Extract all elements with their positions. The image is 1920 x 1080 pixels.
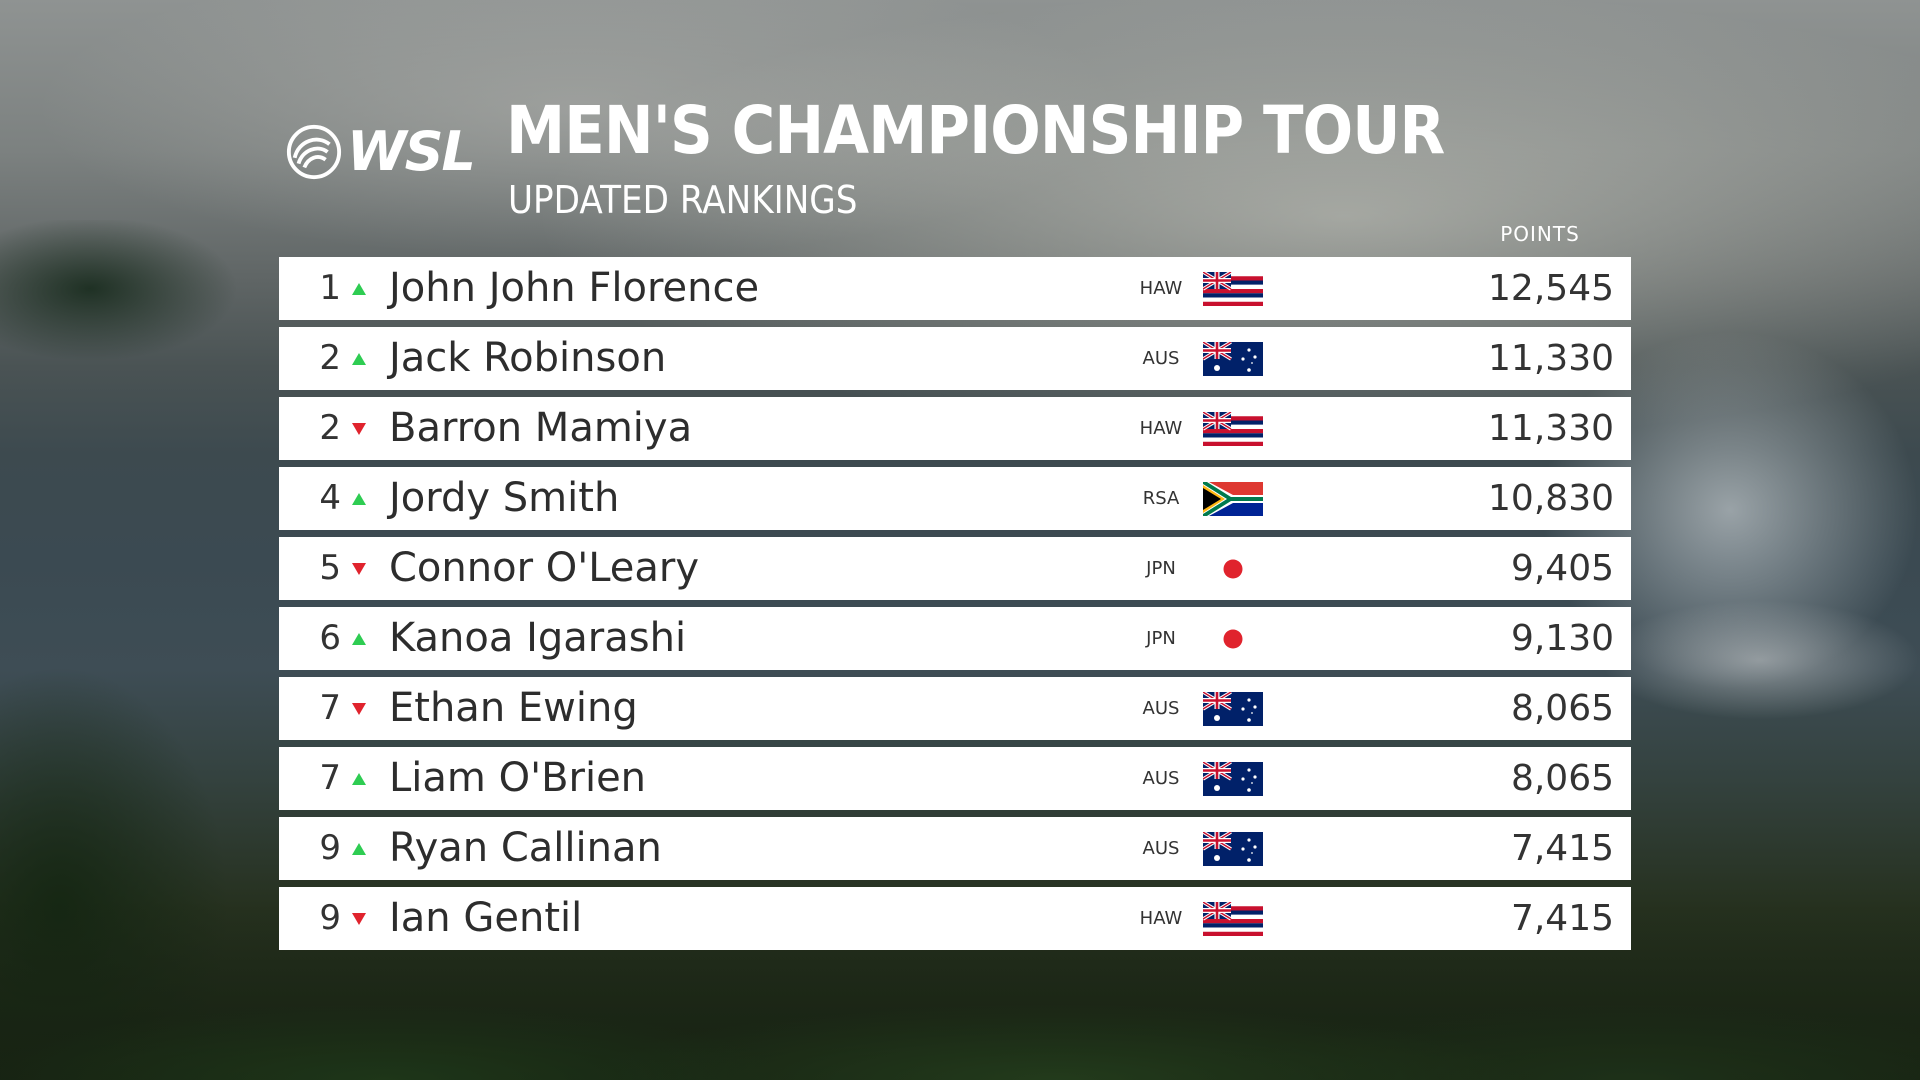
south-africa-flag-icon xyxy=(1203,482,1263,516)
australia-flag-icon xyxy=(1202,340,1263,376)
hawaii-flag-icon xyxy=(1202,270,1263,306)
wave-logo-icon xyxy=(286,124,342,179)
page-title: MEN'S CHAMPIONSHIP TOUR xyxy=(506,92,1445,169)
table-row: 5 Connor O'Leary JPN 9,405 xyxy=(279,537,1631,600)
points-value: 8,065 xyxy=(1510,688,1614,729)
points-value: 12,545 xyxy=(1488,268,1614,309)
table-row: 7 Liam O'Brien AUS 8,065 xyxy=(279,747,1631,810)
japan-flag-icon xyxy=(1203,552,1263,586)
table-row: 2 Barron Mamiya HAW 11,330 xyxy=(279,397,1631,460)
japan-flag-icon xyxy=(1203,622,1263,656)
points-value: 8,065 xyxy=(1510,758,1614,799)
points-value: 11,330 xyxy=(1488,338,1614,379)
country-code: HAW xyxy=(1139,908,1183,929)
hawaii-flag-icon xyxy=(1202,900,1263,936)
country-code: JPN xyxy=(1146,558,1176,579)
logo-text: WSL xyxy=(347,120,476,183)
rank-number: 7 xyxy=(319,688,341,728)
points-value: 11,330 xyxy=(1488,408,1614,449)
rank-down-arrow-icon xyxy=(352,703,366,715)
australia-flag-icon xyxy=(1202,830,1263,866)
country-code: AUS xyxy=(1142,838,1180,859)
rank-number: 4 xyxy=(319,478,341,518)
points-value: 9,130 xyxy=(1510,618,1614,659)
points-value: 7,415 xyxy=(1510,898,1614,939)
hawaii-flag-icon xyxy=(1202,410,1263,446)
country-code: JPN xyxy=(1146,628,1176,649)
points-column-header: POINTS xyxy=(1500,222,1580,246)
rank-number: 7 xyxy=(319,758,341,798)
rank-number: 1 xyxy=(319,268,341,308)
surfer-name: Ian Gentil xyxy=(389,895,583,941)
points-value: 9,405 xyxy=(1510,548,1614,589)
background-surf xyxy=(1600,600,1920,720)
points-value: 10,830 xyxy=(1488,478,1614,519)
rank-down-arrow-icon xyxy=(352,423,366,435)
page-subtitle: UPDATED RANKINGS xyxy=(508,178,858,222)
rank-number: 2 xyxy=(319,338,341,378)
country-code: AUS xyxy=(1142,348,1180,369)
table-row: 9 Ryan Callinan AUS 7,415 xyxy=(279,817,1631,880)
australia-flag-icon xyxy=(1202,690,1263,726)
rankings-table: 1 John John Florence HAW 12,545 2 Jack Robins… xyxy=(279,257,1631,957)
rank-down-arrow-icon xyxy=(352,913,366,925)
surfer-name: John John Florence xyxy=(389,265,760,311)
rank-number: 6 xyxy=(319,618,341,658)
rank-up-arrow-icon xyxy=(352,633,366,645)
rank-up-arrow-icon xyxy=(352,773,366,785)
table-row: 6 Kanoa Igarashi JPN 9,130 xyxy=(279,607,1631,670)
country-code: HAW xyxy=(1139,278,1183,299)
surfer-name: Ethan Ewing xyxy=(389,685,638,731)
table-row: 7 Ethan Ewing AUS 8,065 xyxy=(279,677,1631,740)
surfer-name: Barron Mamiya xyxy=(389,405,693,451)
rank-number: 2 xyxy=(319,408,341,448)
table-row: 9 Ian Gentil HAW 7,415 xyxy=(279,887,1631,950)
points-value: 7,415 xyxy=(1510,828,1614,869)
country-code: HAW xyxy=(1139,418,1183,439)
surfer-name: Jordy Smith xyxy=(389,475,620,521)
table-row: 4 Jordy Smith RSA 10,830 xyxy=(279,467,1631,530)
rank-number: 9 xyxy=(319,828,341,868)
rank-up-arrow-icon xyxy=(352,843,366,855)
table-row: 2 Jack Robinson AUS 11,330 xyxy=(279,327,1631,390)
surfer-name: Jack Robinson xyxy=(389,335,667,381)
rank-number: 9 xyxy=(319,898,341,938)
country-code: AUS xyxy=(1142,768,1180,789)
surfer-name: Ryan Callinan xyxy=(389,825,662,871)
country-code: AUS xyxy=(1142,698,1180,719)
surfer-name: Kanoa Igarashi xyxy=(389,615,687,661)
surfer-name: Connor O'Leary xyxy=(389,545,700,591)
rank-up-arrow-icon xyxy=(352,283,366,295)
wsl-logo: WSL xyxy=(285,120,476,183)
table-row: 1 John John Florence HAW 12,545 xyxy=(279,257,1631,320)
australia-flag-icon xyxy=(1202,760,1263,796)
rank-up-arrow-icon xyxy=(352,493,366,505)
rank-down-arrow-icon xyxy=(352,563,366,575)
rank-number: 5 xyxy=(319,548,341,588)
country-code: RSA xyxy=(1142,488,1180,509)
rank-up-arrow-icon xyxy=(352,353,366,365)
surfer-name: Liam O'Brien xyxy=(389,755,647,801)
